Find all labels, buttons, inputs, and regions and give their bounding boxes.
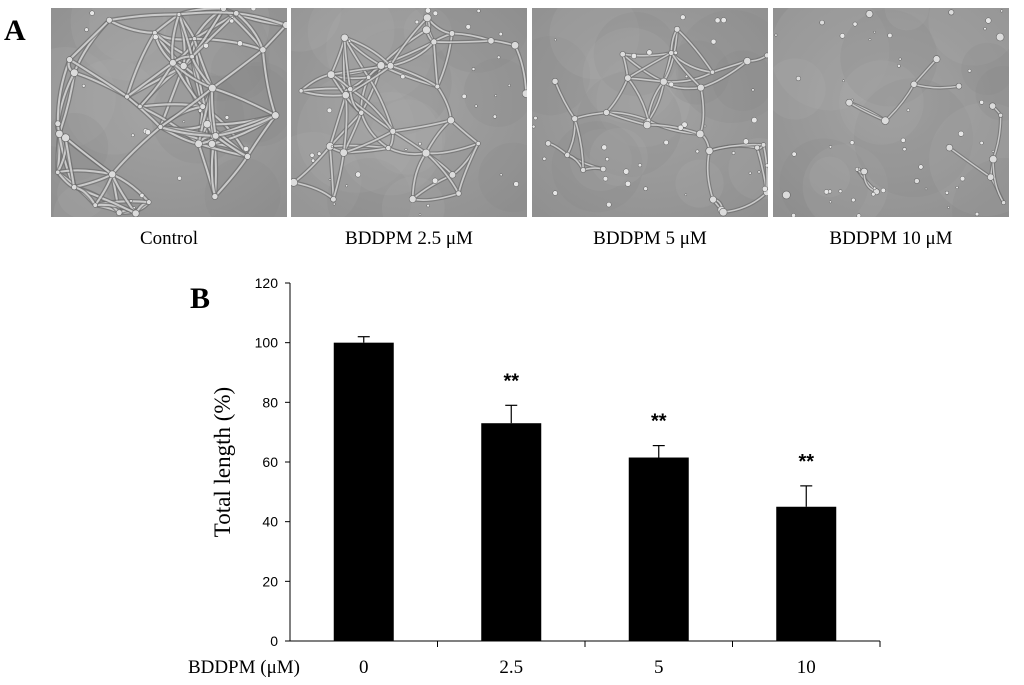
y-tick-label: 20 bbox=[262, 573, 278, 589]
x-axis-title: BDDPM (μM) bbox=[188, 657, 300, 678]
y-tick-label: 120 bbox=[255, 275, 279, 291]
y-axis-title: Total length (%) bbox=[210, 387, 235, 537]
significance-marker: ** bbox=[798, 451, 814, 473]
bar-chart: 0 20 40 60 80 100 120 0 ** 2.5 ** 5 ** 10 BDDPM (μM) To… bbox=[188, 275, 881, 678]
micrograph-caption: BDDPM 2.5 μM bbox=[345, 228, 473, 249]
bar-5 bbox=[628, 457, 689, 641]
bar-10 bbox=[776, 506, 837, 641]
y-tick-label: 40 bbox=[262, 514, 278, 530]
x-tick-label: 2.5 bbox=[499, 657, 523, 678]
y-tick-label: 100 bbox=[255, 335, 279, 351]
x-tick-label: 5 bbox=[654, 657, 664, 678]
panel-label-a: A bbox=[4, 14, 26, 47]
bar-2.5 bbox=[481, 423, 542, 641]
micrograph-bddpm-5 bbox=[532, 8, 768, 217]
significance-marker: ** bbox=[503, 370, 519, 392]
micrograph-bddpm-10 bbox=[773, 8, 1009, 217]
micrograph-bddpm-2-5 bbox=[291, 8, 527, 217]
bar-0 bbox=[333, 342, 394, 641]
x-tick-label: 0 bbox=[359, 657, 369, 678]
y-tick-label: 0 bbox=[270, 633, 278, 649]
x-tick-label: 10 bbox=[797, 657, 816, 678]
micrograph-caption: BDDPM 5 μM bbox=[593, 228, 707, 249]
micrograph-caption: Control bbox=[139, 228, 199, 249]
y-tick-label: 60 bbox=[262, 454, 278, 470]
panel-label-b: B bbox=[190, 282, 211, 315]
micrograph-control bbox=[51, 8, 287, 217]
significance-marker: ** bbox=[651, 411, 667, 433]
y-tick-label: 80 bbox=[262, 394, 278, 410]
micrograph-caption: BDDPM 10 μM bbox=[829, 228, 953, 249]
